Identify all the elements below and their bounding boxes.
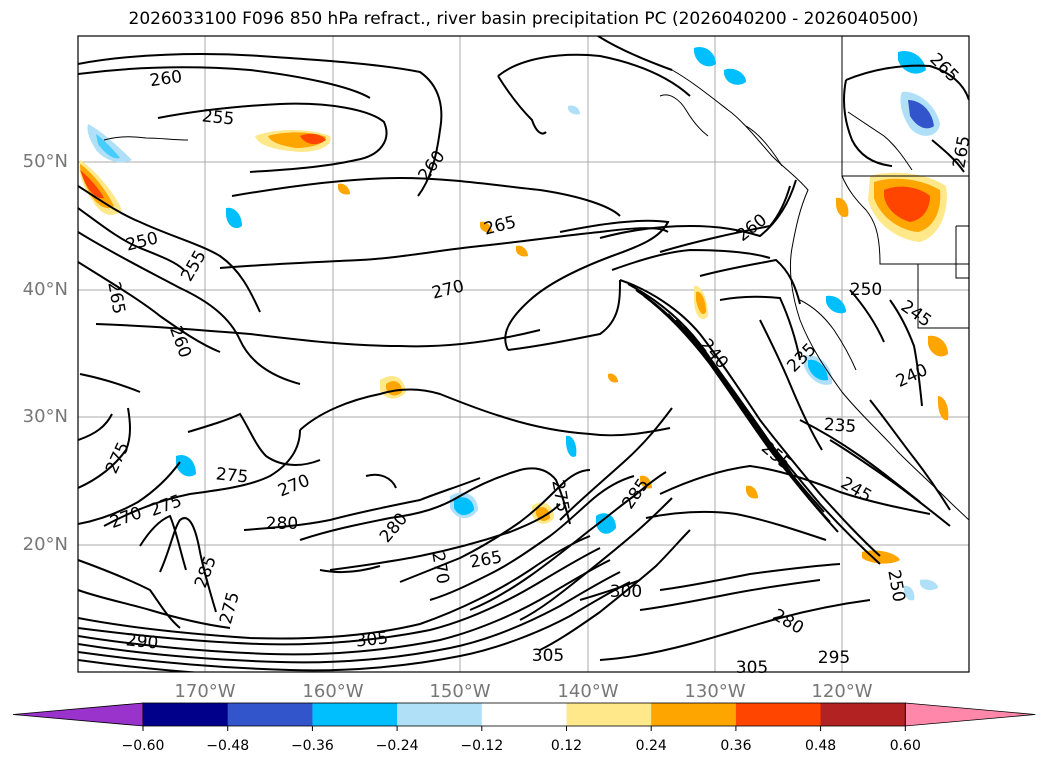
contour-label: 255 — [201, 106, 235, 129]
contour-label: 275 — [216, 590, 244, 627]
coastlines — [103, 36, 969, 521]
colorbar-tick-label: 0.60 — [890, 738, 921, 754]
colorbar-extend-left — [12, 702, 144, 727]
contour-label: 245 — [837, 473, 875, 507]
lon-label-120w: 120°W — [811, 681, 872, 702]
map-frame — [77, 35, 970, 673]
contour-label: 275 — [102, 439, 134, 477]
colorbar-segment — [227, 703, 313, 726]
contour-label: 305 — [532, 646, 564, 666]
precip-anomaly-shading — [79, 46, 949, 601]
contour-label: 265 — [103, 280, 128, 315]
contour-label: 245 — [897, 297, 935, 332]
lat-label-50n: 50°N — [23, 151, 68, 172]
contour-label: 270 — [427, 550, 452, 585]
lon-label-160w: 160°W — [302, 681, 363, 702]
contour-label: 285 — [191, 553, 221, 590]
contour-label: 305 — [355, 628, 389, 651]
colorbar-segment — [143, 703, 229, 726]
colorbar-tick-label: 0.12 — [551, 738, 582, 754]
colorbar: −0.60 −0.48 −0.36 −0.24 −0.12 0.12 0.24 0.36 0.4… — [12, 702, 1036, 754]
lon-label-130w: 130°W — [684, 681, 745, 702]
map-plot-area — [78, 36, 969, 672]
contour-label: 260 — [733, 210, 771, 246]
refractivity-contours — [78, 36, 969, 672]
contour-label: 260 — [149, 67, 184, 91]
contour-label: 280 — [769, 605, 807, 639]
lat-label-40n: 40°N — [23, 279, 68, 300]
colorbar-tick-label: −0.36 — [291, 738, 334, 754]
colorbar-tick-label: −0.12 — [460, 738, 503, 754]
contour-label: 270 — [275, 471, 313, 502]
colorbar-segment — [651, 703, 737, 726]
contour-label: 270 — [430, 276, 466, 303]
colorbar-segment — [820, 703, 906, 726]
contour-label: 275 — [147, 491, 184, 521]
contour-label: 295 — [818, 648, 850, 668]
contour-label: 255 — [177, 247, 211, 285]
contour-label: 280 — [266, 514, 298, 534]
contour-label: 265 — [482, 212, 518, 239]
lat-label-30n: 30°N — [23, 406, 68, 427]
contour-label: 300 — [610, 582, 642, 602]
colorbar-extend-right — [904, 702, 1036, 727]
longitude-labels: 170°W 160°W 150°W 140°W 130°W 120°W — [174, 681, 872, 702]
colorbar-segment — [481, 703, 567, 726]
colorbar-tick-label: 0.48 — [805, 738, 836, 754]
colorbar-tick-label: 0.24 — [636, 738, 667, 754]
colorbar-segment — [397, 703, 483, 726]
contour-label: 240 — [696, 335, 732, 373]
lon-label-150w: 150°W — [429, 681, 490, 702]
contour-label: 235 — [823, 415, 857, 437]
lon-label-140w: 140°W — [557, 681, 618, 702]
colorbar-segment — [735, 703, 822, 726]
lat-label-20n: 20°N — [23, 534, 68, 555]
colorbar-tick-label: −0.48 — [206, 738, 249, 754]
colorbar-tick-label: 0.36 — [720, 738, 751, 754]
latitude-labels: 50°N 40°N 30°N 20°N — [23, 151, 68, 555]
colorbar-tick-label: −0.60 — [122, 738, 165, 754]
contour-label: 250 — [883, 568, 908, 603]
colorbar-segment — [566, 703, 652, 726]
contour-label: 290 — [125, 630, 159, 653]
contour-label: 250 — [124, 228, 160, 255]
contour-label: 305 — [736, 658, 768, 678]
lon-label-170w: 170°W — [174, 681, 235, 702]
colorbar-tick-label: −0.24 — [376, 738, 419, 754]
colorbar-frame — [142, 702, 906, 727]
contour-label: 250 — [850, 280, 882, 300]
map-title: 2026033100 F096 850 hPa refract., river … — [128, 9, 919, 29]
contour-label: 270 — [107, 503, 144, 533]
contour-label: 240 — [893, 360, 931, 392]
contour-label: 275 — [215, 464, 249, 487]
contour-label: 265 — [949, 134, 974, 169]
colorbar-segment — [312, 703, 398, 726]
